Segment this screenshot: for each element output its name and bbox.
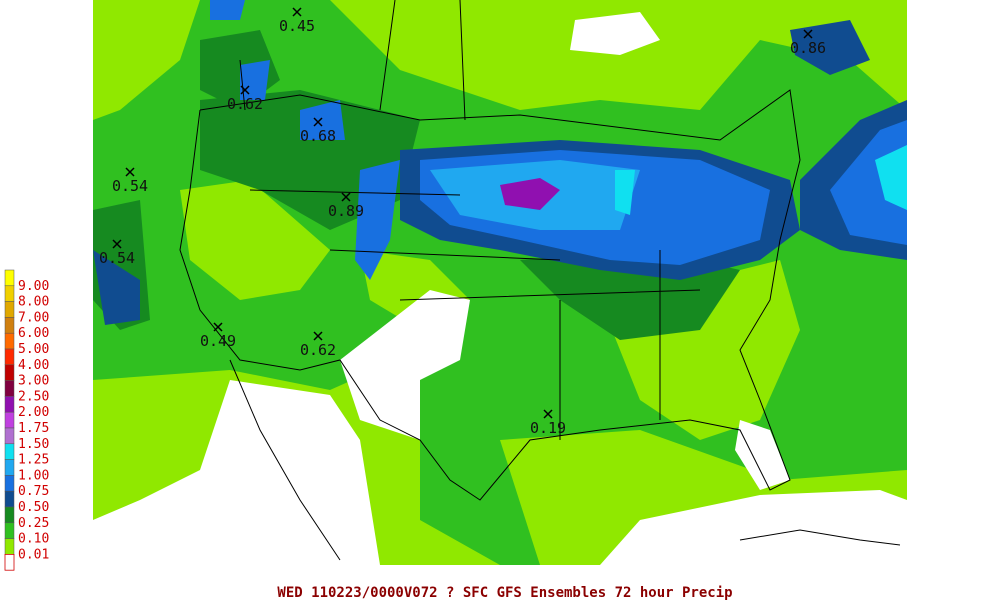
legend-swatch [4,490,15,508]
map-value-label: 0.54 [112,177,148,195]
station-marker [213,322,223,332]
station-marker [112,239,122,249]
legend-label: 5.00 [18,342,49,357]
legend-swatch [4,475,15,492]
legend-swatch [4,522,15,539]
legend-swatch [4,506,15,524]
legend: 9.008.007.006.005.004.003.002.502.001.75… [4,269,49,571]
map-value-label: 0.62 [227,95,263,113]
station-marker [313,117,323,127]
legend-label: 3.00 [18,374,49,389]
station-marker [125,167,135,177]
legend-label: 1.00 [18,468,49,483]
legend-label: 4.00 [18,358,49,373]
map-value-label: 0.45 [279,17,315,35]
legend-swatch [4,285,15,302]
legend-label: 2.50 [18,389,49,404]
station-marker [292,7,302,17]
boundaries [179,0,901,561]
legend-label: 9.00 [18,279,49,294]
legend-label: 0.25 [18,516,49,531]
map-value-label: 0.62 [300,341,336,359]
legend-swatch [4,411,15,429]
legend-label: 1.75 [18,421,49,436]
legend-swatch [4,380,15,397]
legend-swatch [4,427,15,445]
station-marker [341,192,351,202]
footer-title: WED 110223/0000V072 ? SFC GFS Ensembles … [277,585,732,600]
precip-field [93,0,907,565]
legend-swatch [4,459,15,476]
legend-swatch [4,332,15,350]
legend-label: 0.01 [18,547,49,562]
legend-swatch-none [4,554,15,571]
legend-label: 1.25 [18,453,49,468]
legend-label: 7.00 [18,310,49,325]
station-marker [803,29,813,39]
legend-swatch [4,364,15,381]
station-marker [543,409,553,419]
map-value-label: 0.86 [790,39,826,57]
legend-swatch [4,538,15,555]
legend-label: 0.50 [18,500,49,515]
legend-swatch [4,443,15,460]
map-value-label: 0.54 [99,249,135,267]
legend-swatch [4,269,15,287]
legend-label: 0.10 [18,532,49,547]
legend-swatch [4,348,15,366]
station-marker [240,85,250,95]
map-value-label: 0.49 [200,332,236,350]
legend-swatch [4,317,15,334]
legend-label: 6.00 [18,326,49,341]
station-marker [313,331,323,341]
legend-label: 2.00 [18,405,49,420]
map-value-label: 0.68 [300,127,336,145]
legend-label: 1.50 [18,437,49,452]
legend-swatch [4,301,15,318]
map-labels: 0.45 0.86 0.62 0.68 0.54 0.89 0.54 0.49 0.62 0.19 [99,7,826,437]
legend-swatch [4,396,15,413]
map-value-label: 0.89 [328,202,364,220]
legend-label: 0.75 [18,484,49,499]
legend-label: 8.00 [18,295,49,310]
map-value-label: 0.19 [530,419,566,437]
